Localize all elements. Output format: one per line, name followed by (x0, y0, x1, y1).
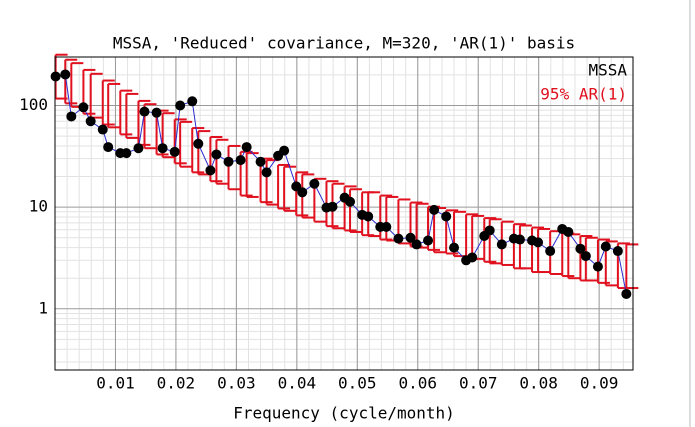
legend-entry: 95% AR(1) (540, 85, 627, 104)
data-point (151, 107, 162, 118)
data-point (175, 100, 186, 111)
data-point (133, 143, 144, 154)
x-tick-label: 0.09 (580, 374, 619, 393)
data-point (621, 288, 632, 299)
data-point (223, 156, 234, 167)
x-tick-label: 0.06 (398, 374, 437, 393)
data-point (157, 143, 168, 154)
y-tick-label: 1 (38, 298, 48, 317)
data-point (405, 232, 416, 243)
x-tick-label: 0.04 (278, 374, 317, 393)
data-point (297, 187, 308, 198)
data-point (211, 149, 222, 160)
data-point (97, 124, 108, 135)
x-tick-label: 0.02 (157, 374, 196, 393)
data-point (50, 71, 61, 82)
data-point (592, 261, 603, 272)
y-tick-label: 10 (29, 197, 48, 216)
data-point (85, 116, 96, 127)
data-point (575, 243, 586, 254)
data-point (309, 178, 320, 189)
x-tick-label: 0.03 (217, 374, 256, 393)
y-tick-label: 100 (19, 95, 48, 114)
data-point (514, 234, 525, 245)
x-tick-label: 0.08 (519, 374, 558, 393)
data-point (205, 165, 216, 176)
data-point (580, 251, 591, 262)
data-point (187, 96, 198, 107)
chart-title: MSSA, 'Reduced' covariance, M=320, 'AR(1… (113, 34, 575, 53)
x-tick-label: 0.05 (338, 374, 377, 393)
data-point (484, 225, 495, 236)
data-point (600, 241, 611, 252)
legend-entry: MSSA (588, 61, 627, 80)
data-point (235, 155, 246, 166)
data-point (381, 221, 392, 232)
data-point (261, 167, 272, 178)
x-tick-label: 0.01 (96, 374, 135, 393)
plot-frame (54, 56, 634, 371)
data-point (139, 106, 150, 117)
data-point (423, 235, 434, 246)
data-point (545, 246, 556, 257)
data-point (60, 69, 71, 80)
data-point (121, 148, 132, 159)
data-point (241, 142, 252, 153)
data-point (103, 142, 114, 153)
x-axis-label: Frequency (cycle/month) (233, 404, 455, 423)
data-point (255, 156, 266, 167)
data-point (66, 111, 77, 122)
data-point (563, 226, 574, 237)
data-point (449, 242, 460, 253)
data-point (78, 102, 89, 113)
data-point (612, 246, 623, 257)
data-point (533, 237, 544, 248)
data-point (193, 138, 204, 149)
data-point (429, 204, 440, 215)
data-point (393, 233, 404, 244)
data-point (411, 239, 422, 250)
data-point (345, 196, 356, 207)
data-point (363, 211, 374, 222)
data-point (169, 146, 180, 157)
data-point (467, 252, 478, 263)
data-point (496, 239, 507, 250)
data-point (441, 211, 452, 222)
data-point (327, 201, 338, 212)
data-point (279, 145, 290, 156)
x-tick-label: 0.07 (459, 374, 498, 393)
